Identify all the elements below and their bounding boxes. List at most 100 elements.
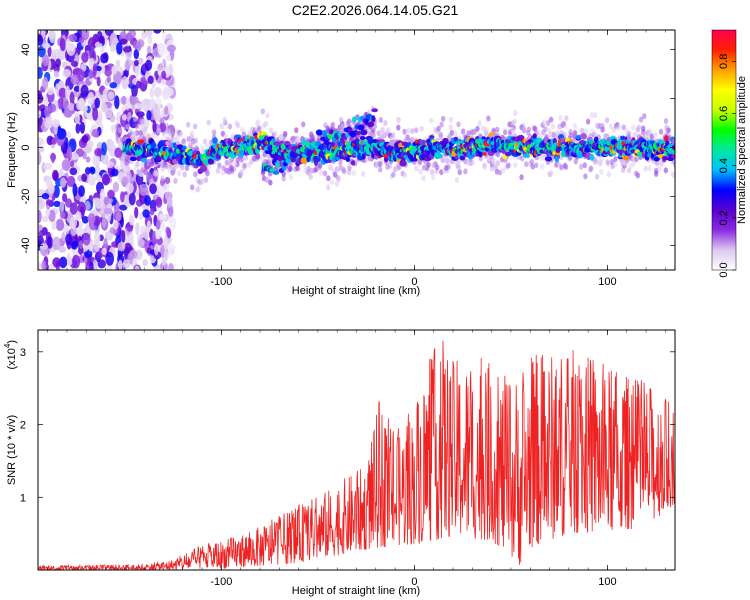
heatmap-band-cell — [315, 156, 321, 162]
heatmap-halo-cell — [193, 137, 198, 144]
heatmap-halo-cell — [342, 167, 347, 174]
heatmap-noise-cell — [87, 37, 97, 51]
heatmap-noise-cell — [43, 162, 52, 170]
heatmap-noise-cell — [141, 31, 147, 40]
heatmap-noise-cell — [41, 193, 50, 200]
heatmap-noise-cell — [164, 87, 174, 97]
heatmap-noise-cell — [85, 167, 91, 175]
heatmap-noise-cell — [165, 226, 171, 235]
heatmap-noise-cell — [137, 41, 142, 52]
snr-xlabel: Height of straight line (km) — [292, 585, 420, 597]
heatmap-noise-cell — [168, 262, 174, 270]
heatmap-noise-cell — [123, 242, 133, 254]
heatmap-halo-cell — [608, 123, 614, 130]
heatmap-noise-cell — [82, 232, 91, 246]
heatmap-noise-cell — [144, 195, 151, 206]
heatmap-band-cell — [207, 158, 215, 165]
heatmap-halo-cell — [616, 124, 621, 131]
heatmap-halo-cell — [524, 161, 529, 168]
heatmap-halo-cell — [585, 118, 591, 125]
heatmap-band-cell — [442, 137, 449, 146]
heatmap-noise-cell — [49, 30, 56, 44]
heatmap-halo-cell — [631, 124, 636, 131]
heatmap-noise-cell — [92, 259, 98, 270]
heatmap-noise-cell — [79, 121, 86, 134]
heatmap-noise-cell — [74, 112, 80, 124]
heatmap-band-cell — [357, 124, 365, 131]
heatmap-band-cell — [129, 156, 137, 162]
heatmap-halo-cell — [663, 118, 669, 125]
heatmap-noise-cell — [134, 265, 140, 270]
heatmap-halo-cell — [486, 115, 491, 122]
heatmap-halo-cell — [203, 176, 209, 183]
heatmap-halo-cell — [655, 160, 660, 167]
heatmap-noise-cell — [87, 92, 95, 106]
heatmap-band-cell — [660, 139, 666, 144]
heatmap-noise-cell — [98, 35, 105, 44]
heatmap-noise-cell — [69, 160, 75, 168]
heatmap-noise-cell — [59, 201, 65, 213]
heatmap-noise-cell — [78, 185, 85, 197]
heatmap-halo-cell — [160, 175, 165, 182]
heatmap-noise-cell — [72, 183, 78, 197]
heatmap-halo-cell — [391, 171, 396, 178]
heatmap-noise-cell — [149, 87, 155, 99]
heatmap-halo-cell — [256, 119, 261, 126]
heatmap-halo-cell — [268, 179, 273, 186]
heatmap-ytick-label: 20 — [20, 92, 32, 104]
heatmap-ticks: -100 0 100 40 20 0 -20 -40 — [20, 30, 675, 288]
heatmap-halo-cell — [510, 126, 515, 133]
heatmap-noise-cell — [46, 87, 55, 96]
heatmap-halo-cell — [256, 127, 262, 134]
heatmap-noise-cell — [151, 230, 157, 241]
heatmap-noise-cell — [121, 76, 129, 90]
heatmap-noise-cell — [106, 76, 112, 84]
heatmap-noise-cell — [109, 82, 118, 89]
heatmap-halo-cell — [438, 131, 444, 138]
heatmap-noise-cell — [110, 124, 116, 133]
heatmap-noise-cell — [101, 216, 107, 228]
heatmap-noise-cell — [59, 211, 66, 219]
heatmap-halo-cell — [295, 164, 300, 171]
heatmap-ytick-label: -40 — [20, 238, 32, 254]
heatmap-noise-cell — [89, 167, 96, 175]
heatmap-band-cell — [306, 149, 313, 156]
heatmap-noise-cell — [38, 195, 43, 206]
heatmap-halo-cell — [598, 160, 603, 167]
heatmap-noise-cell — [119, 38, 128, 45]
heatmap-halo-cell — [549, 170, 554, 177]
heatmap-band-cell — [212, 137, 218, 145]
heatmap-halo-cell — [649, 133, 654, 140]
heatmap-noise-cell — [100, 45, 105, 53]
heatmap-noise-cell — [135, 222, 140, 235]
heatmap-noise-cell — [43, 105, 51, 118]
snr-ytick-label: 3 — [20, 347, 26, 359]
heatmap-halo-cell — [551, 131, 557, 138]
colorbar-gradient — [711, 29, 737, 271]
heatmap-halo-cell — [463, 168, 468, 175]
heatmap-halo-cell — [117, 127, 122, 134]
heatmap-halo-cell — [414, 165, 419, 172]
heatmap-halo-cell — [224, 159, 230, 166]
heatmap-halo-cell — [125, 123, 131, 130]
heatmap-band-cell — [622, 155, 629, 161]
heatmap-halo-cell — [428, 117, 434, 124]
heatmap-halo-cell — [641, 125, 646, 132]
heatmap-halo-cell — [217, 162, 222, 169]
heatmap-halo-cell — [505, 162, 511, 169]
snr-xtick-label: -100 — [210, 576, 232, 588]
heatmap-band-cell — [671, 138, 675, 146]
heatmap-halo-cell — [341, 123, 346, 130]
colorbar-tick-label: 0.4 — [718, 158, 730, 173]
heatmap-noise-cell — [152, 47, 160, 58]
heatmap-halo-cell — [338, 116, 344, 123]
heatmap-halo-cell — [496, 160, 501, 167]
heatmap-halo-cell — [541, 119, 547, 126]
heatmap-halo-cell — [318, 170, 324, 177]
heatmap-halo-cell — [156, 127, 162, 134]
heatmap-band-cell — [300, 157, 309, 164]
heatmap-halo-cell — [228, 161, 233, 168]
heatmap-band-cell — [272, 170, 280, 175]
heatmap-noise-cell — [52, 236, 61, 251]
snr-xtick-label: 100 — [598, 576, 616, 588]
